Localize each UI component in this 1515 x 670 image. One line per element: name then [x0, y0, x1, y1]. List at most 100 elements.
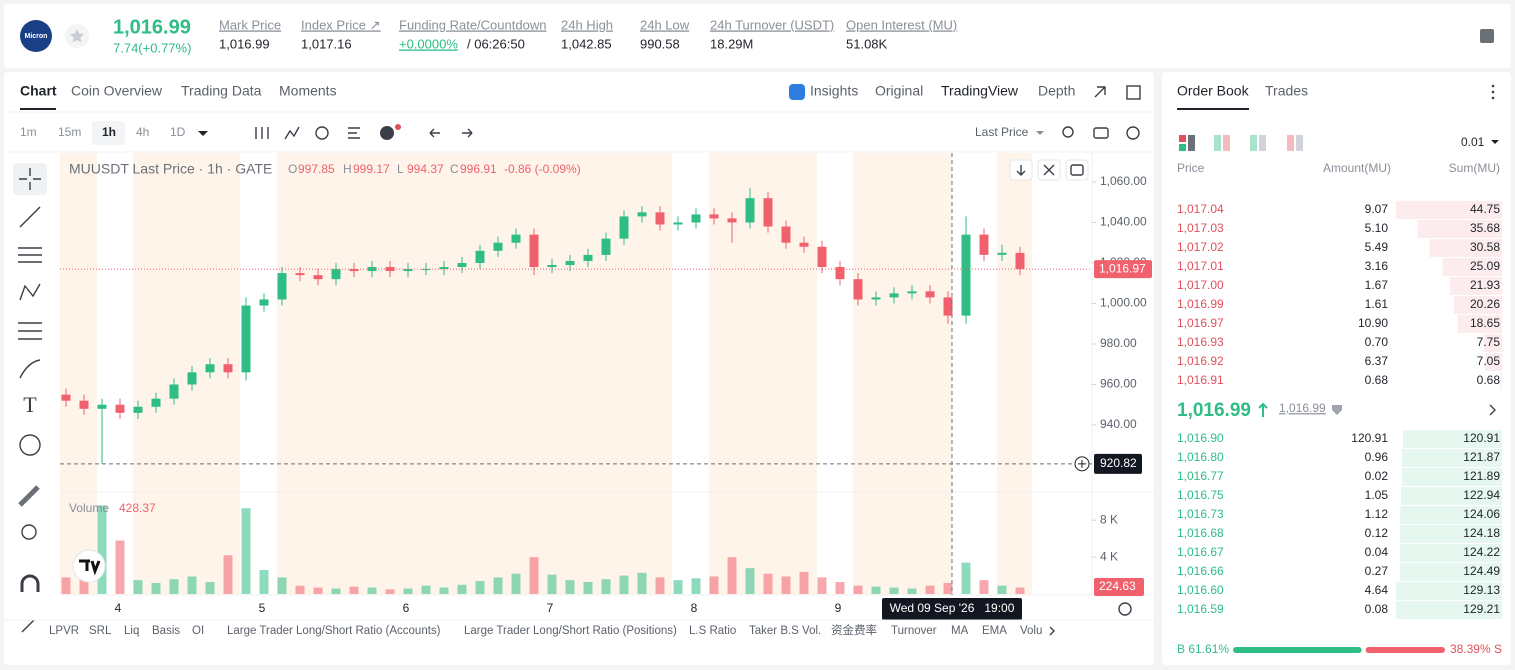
maximize-button[interactable]: [1065, 159, 1089, 181]
volume-bar: [259, 570, 269, 594]
view-tab[interactable]: Original: [875, 83, 923, 99]
ruler-tool[interactable]: [18, 485, 40, 507]
candle-body: [133, 406, 143, 413]
view-tab[interactable]: Insights: [810, 83, 858, 99]
indicator[interactable]: L.S Ratio: [689, 625, 736, 637]
lock-tool[interactable]: [21, 619, 35, 633]
template-icon[interactable]: [348, 127, 360, 139]
book-tab[interactable]: Order Book: [1177, 83, 1250, 99]
x-tick-label: 5: [259, 601, 266, 615]
menu-dot[interactable]: [1491, 90, 1495, 94]
menu-dot[interactable]: [1491, 96, 1495, 100]
indicator[interactable]: MA: [951, 625, 969, 637]
prediction-tool[interactable]: [18, 322, 42, 340]
indicator[interactable]: Basis: [152, 625, 180, 637]
price-type[interactable]: Last Price: [975, 125, 1029, 139]
zoom-tool[interactable]: [21, 524, 37, 540]
candle-body: [601, 238, 611, 255]
undo-icon[interactable]: [429, 128, 440, 138]
indicator[interactable]: 资金费率: [831, 623, 877, 637]
more-indicators[interactable]: [1049, 626, 1055, 636]
replay-icon[interactable]: [315, 126, 329, 140]
book-tab[interactable]: Trades: [1265, 83, 1308, 99]
line-tool[interactable]: [19, 206, 41, 228]
time-settings[interactable]: [1118, 602, 1132, 616]
y-tick-label: 980.00: [1100, 336, 1137, 350]
candle-body: [349, 269, 359, 272]
magnet-tool[interactable]: [20, 574, 40, 592]
view-icon[interactable]: [1179, 144, 1186, 151]
indicator[interactable]: Liq: [124, 625, 139, 637]
depth-bar: [1401, 487, 1502, 505]
indicator[interactable]: Turnover: [891, 625, 937, 637]
settings-icon[interactable]: [1126, 126, 1140, 140]
interval[interactable]: 1h: [102, 125, 116, 139]
view-icon[interactable]: [1296, 135, 1303, 151]
precision-arrow[interactable]: [1491, 140, 1499, 144]
search-icon[interactable]: [1062, 126, 1074, 138]
depth-bar: [1400, 544, 1502, 562]
view-icon[interactable]: [1188, 135, 1195, 151]
indicator[interactable]: SRL: [89, 625, 112, 637]
candle-body: [565, 260, 575, 265]
pattern-tool[interactable]: [19, 283, 41, 301]
indicator[interactable]: Large Trader Long/Short Ratio (Accounts): [227, 625, 441, 637]
camera-icon[interactable]: [1093, 127, 1109, 139]
indicator[interactable]: EMA: [982, 625, 1007, 637]
button-icons: [1016, 164, 1055, 176]
precision[interactable]: 0.01: [1461, 135, 1485, 149]
window-icon[interactable]: [1126, 85, 1141, 100]
indicator-icon[interactable]: [284, 126, 300, 140]
indicator[interactable]: Taker B.S Vol.: [749, 625, 821, 637]
view-icon[interactable]: [1259, 135, 1266, 151]
view-tab[interactable]: Depth: [1038, 83, 1075, 99]
y-tick-label: 1,000.00: [1100, 296, 1147, 310]
view-icon[interactable]: [1287, 135, 1294, 151]
view-icon[interactable]: [1214, 135, 1221, 151]
book-price: 1,016.66: [1177, 564, 1224, 578]
ohlc-key: H: [343, 162, 352, 176]
interval[interactable]: 1D: [170, 125, 186, 139]
depth-bar: [1402, 449, 1502, 467]
indicator[interactable]: OI: [192, 625, 204, 637]
emoji-tool[interactable]: [19, 434, 41, 456]
text-tool[interactable]: T: [23, 392, 37, 417]
menu-dot[interactable]: [1491, 84, 1495, 88]
view-icon[interactable]: [1223, 135, 1230, 151]
stat-label: Open Interest (MU): [846, 17, 957, 32]
redo-icon[interactable]: [462, 128, 473, 138]
indicator[interactable]: Large Trader Long/Short Ratio (Positions…: [464, 625, 677, 637]
chart-tab[interactable]: Trading Data: [181, 83, 262, 99]
header-panel: [4, 4, 1511, 68]
candle-type-icon[interactable]: [255, 127, 269, 139]
chart-tab[interactable]: Chart: [20, 83, 57, 99]
book-amount: 9.07: [1365, 202, 1389, 216]
view-icon[interactable]: [1250, 135, 1257, 151]
expand-icon[interactable]: [1094, 86, 1106, 98]
volume-bar: [349, 586, 359, 594]
interval[interactable]: 15m: [58, 125, 81, 139]
indicator[interactable]: LPVR: [49, 625, 79, 637]
add-icon[interactable]: [380, 126, 394, 140]
book-amount: 10.90: [1358, 316, 1388, 330]
book-amount: 5.49: [1365, 240, 1389, 254]
view-tab[interactable]: TradingView: [941, 83, 1019, 99]
expand-book[interactable]: [1489, 404, 1496, 416]
chart-tab[interactable]: Coin Overview: [71, 83, 163, 99]
layout-icon[interactable]: [1480, 29, 1494, 43]
book-price: 1,016.97: [1177, 316, 1224, 330]
fib-tool[interactable]: [18, 247, 42, 263]
volume-bar: [673, 580, 683, 594]
crosshair-tool[interactable]: [19, 168, 41, 190]
dropdown-arrow[interactable]: [198, 131, 208, 136]
interval[interactable]: 4h: [136, 125, 149, 139]
price-type-arrow[interactable]: [1036, 131, 1044, 135]
volume-bar: [619, 575, 629, 594]
indicator[interactable]: Volu: [1020, 625, 1042, 637]
crosshair-label: 920.82: [1100, 456, 1137, 470]
view-icon[interactable]: [1179, 135, 1186, 142]
book-amount: 120.91: [1351, 431, 1388, 445]
interval[interactable]: 1m: [20, 125, 37, 139]
chart-tab[interactable]: Moments: [279, 83, 337, 99]
brush-tool[interactable]: [19, 359, 41, 379]
